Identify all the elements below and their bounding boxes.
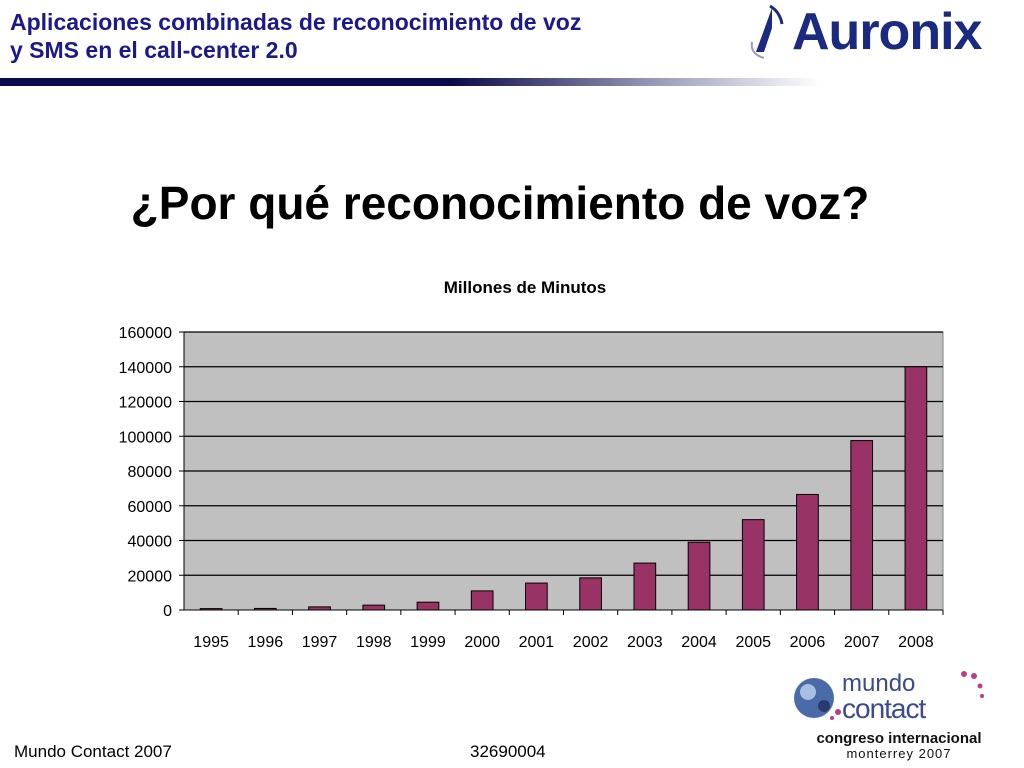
chart-title: Millones de Minutos — [443, 278, 607, 297]
mundo-contact-word1: mundo — [842, 670, 916, 697]
presentation-title: Aplicaciones combinadas de reconocimient… — [10, 8, 730, 64]
auronix-logo-text: Auronix — [792, 3, 982, 61]
mundo-contact-word2: contact — [842, 693, 926, 724]
y-tick-label: 60000 — [128, 499, 173, 516]
auronix-logo-mark-icon — [750, 4, 784, 59]
dots-decoration-icon — [961, 671, 984, 698]
x-tick-label: 2005 — [735, 634, 771, 651]
footer-event: Mundo Contact 2007 — [14, 742, 172, 761]
bar-2004 — [687, 541, 711, 611]
x-tick-label: 2001 — [519, 634, 555, 651]
header-divider — [0, 78, 820, 86]
auronix-logo: Auronix — [742, 2, 1024, 62]
y-tick-label: 160000 — [119, 325, 172, 342]
bar-2003 — [633, 562, 657, 611]
x-tick-label: 1996 — [248, 634, 284, 651]
x-tick-label: 1997 — [302, 634, 338, 651]
bar-2006 — [796, 493, 819, 611]
x-tick-label: 2000 — [464, 634, 500, 651]
y-tick-label: 140000 — [119, 360, 172, 377]
footer-code: 32690004 — [470, 742, 546, 761]
bar-1996 — [253, 607, 277, 611]
bar-1998 — [362, 604, 386, 611]
x-tick-label: 2006 — [790, 634, 826, 651]
globe-icon — [794, 678, 841, 720]
x-tick-label: 1995 — [193, 634, 229, 651]
presentation-title-line2: y SMS en el call-center 2.0 — [10, 37, 298, 63]
bar-2001 — [525, 582, 548, 611]
bar-2000 — [470, 590, 494, 611]
bar-1999 — [416, 601, 440, 611]
x-tick-label: 2004 — [681, 634, 717, 651]
bar-1997 — [308, 606, 331, 611]
bar-2008 — [904, 366, 928, 611]
presentation-title-line1: Aplicaciones combinadas de reconocimient… — [10, 9, 582, 35]
y-tick-label: 20000 — [128, 568, 173, 585]
y-tick-label: 80000 — [128, 464, 173, 481]
mundo-contact-location: monterrey 2007 — [846, 746, 952, 761]
x-tick-label: 2008 — [898, 634, 934, 651]
slide-title: ¿Por qué reconocimiento de voz? — [130, 177, 870, 229]
y-tick-label: 100000 — [119, 429, 172, 446]
x-tick-label: 2003 — [627, 634, 663, 651]
y-tick-label: 0 — [163, 603, 172, 620]
bar-2002 — [579, 577, 602, 611]
bar-1995 — [199, 608, 223, 611]
mundo-contact-tagline: congreso internacional — [816, 730, 982, 747]
mundo-contact-logo: mundo contact congreso internacional mon… — [790, 668, 1020, 768]
x-tick-label: 1998 — [356, 634, 392, 651]
y-tick-label: 120000 — [119, 395, 172, 412]
bar-2007 — [850, 440, 874, 611]
y-tick-label: 40000 — [128, 534, 173, 551]
x-tick-label: 2002 — [573, 634, 609, 651]
x-tick-label: 1999 — [410, 634, 446, 651]
x-tick-label: 2007 — [844, 634, 880, 651]
bar-2005 — [741, 519, 765, 611]
